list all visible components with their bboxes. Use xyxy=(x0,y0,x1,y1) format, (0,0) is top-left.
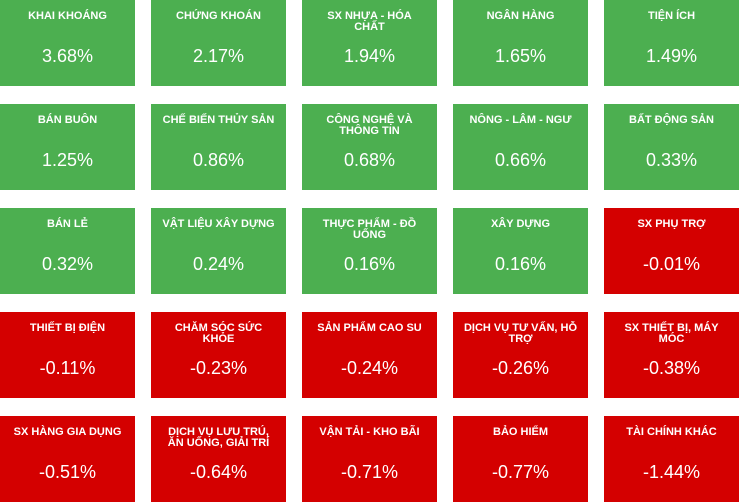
sector-tile: THIẾT BỊ ĐIỆN -0.11% xyxy=(0,312,135,398)
sector-name: BẢO HIỂM xyxy=(493,426,548,438)
sector-change: 0.66% xyxy=(494,150,547,170)
sector-tile: CHỨNG KHOÁN 2.17% xyxy=(151,0,286,86)
sector-change: 0.24% xyxy=(192,254,245,274)
sector-tile: TÀI CHÍNH KHÁC -1.44% xyxy=(604,416,739,502)
sector-name: KHAI KHOÁNG xyxy=(28,10,107,22)
sector-tile: SX THIẾT BỊ, MÁY MÓC -0.38% xyxy=(604,312,739,398)
sector-name: THỰC PHẨM - ĐỒ UỐNG xyxy=(322,218,417,241)
sector-tile: CHĂM SÓC SỨC KHỎE -0.23% xyxy=(151,312,286,398)
sector-tile: SX PHỤ TRỢ -0.01% xyxy=(604,208,739,294)
sector-change: -0.64% xyxy=(189,462,248,482)
sector-name: DỊCH VỤ LƯU TRÚ, ĂN UỐNG, GIẢI TRÍ xyxy=(167,426,270,449)
sector-change: 0.16% xyxy=(494,254,547,274)
sector-tile: VẬT LIỆU XÂY DỰNG 0.24% xyxy=(151,208,286,294)
sector-tile: VẬN TẢI - KHO BÃI -0.71% xyxy=(302,416,437,502)
sector-tile: BÁN BUÔN 1.25% xyxy=(0,104,135,190)
sector-name: TIỆN ÍCH xyxy=(647,10,696,22)
sector-tile: DỊCH VỤ TƯ VẤN, HỖ TRỢ -0.26% xyxy=(453,312,588,398)
sector-name: TÀI CHÍNH KHÁC xyxy=(626,426,717,438)
sector-tile: THỰC PHẨM - ĐỒ UỐNG 0.16% xyxy=(302,208,437,294)
sector-name: SX THIẾT BỊ, MÁY MÓC xyxy=(624,322,719,345)
sector-change: 0.32% xyxy=(41,254,94,274)
sector-name: SX NHỰA - HÓA CHẤT xyxy=(327,10,412,33)
sector-name: CHỨNG KHOÁN xyxy=(176,10,261,22)
sector-change: 1.25% xyxy=(41,150,94,170)
sector-tile: NÔNG - LÂM - NGƯ 0.66% xyxy=(453,104,588,190)
sector-tile: KHAI KHOÁNG 3.68% xyxy=(0,0,135,86)
sector-change: -0.11% xyxy=(39,358,96,378)
sector-change: -0.01% xyxy=(642,254,701,274)
sector-name: VẬN TẢI - KHO BÃI xyxy=(319,426,420,438)
sector-change: -0.71% xyxy=(340,462,399,482)
sector-change: 2.17% xyxy=(192,46,245,66)
sector-change: 0.16% xyxy=(343,254,396,274)
sector-name: BÁN BUÔN xyxy=(37,114,98,126)
sector-name: NGÂN HÀNG xyxy=(486,10,555,22)
sector-change: 3.68% xyxy=(41,46,94,66)
sector-change: -0.77% xyxy=(491,462,550,482)
sector-change: 1.49% xyxy=(645,46,698,66)
sector-tile: SX HÀNG GIA DỤNG -0.51% xyxy=(0,416,135,502)
sector-tile: DỊCH VỤ LƯU TRÚ, ĂN UỐNG, GIẢI TRÍ -0.64% xyxy=(151,416,286,502)
sector-tile: CÔNG NGHỆ VÀ THÔNG TIN 0.68% xyxy=(302,104,437,190)
sector-tile: BẤT ĐỘNG SẢN 0.33% xyxy=(604,104,739,190)
sector-name: SẢN PHẨM CAO SU xyxy=(317,322,422,334)
sector-tile: NGÂN HÀNG 1.65% xyxy=(453,0,588,86)
sector-tile: SẢN PHẨM CAO SU -0.24% xyxy=(302,312,437,398)
sector-name: CÔNG NGHỆ VÀ THÔNG TIN xyxy=(326,114,413,137)
sector-tile: BẢO HIỂM -0.77% xyxy=(453,416,588,502)
sector-change: -0.26% xyxy=(491,358,550,378)
sector-change: -0.51% xyxy=(38,462,97,482)
sector-tile: XÂY DỰNG 0.16% xyxy=(453,208,588,294)
sector-tile: SX NHỰA - HÓA CHẤT 1.94% xyxy=(302,0,437,86)
sector-name: XÂY DỰNG xyxy=(490,218,551,230)
sector-tile: TIỆN ÍCH 1.49% xyxy=(604,0,739,86)
sector-name: THIẾT BỊ ĐIỆN xyxy=(29,322,106,334)
sector-change: 1.65% xyxy=(494,46,547,66)
sector-name: SX HÀNG GIA DỤNG xyxy=(13,426,122,438)
sector-change: -0.38% xyxy=(642,358,701,378)
sector-change: 0.86% xyxy=(192,150,245,170)
sector-name: BÁN LẺ xyxy=(47,218,88,230)
sector-name: CHĂM SÓC SỨC KHỎE xyxy=(174,322,263,345)
sector-name: BẤT ĐỘNG SẢN xyxy=(629,114,714,126)
sector-change: 0.68% xyxy=(343,150,396,170)
sector-tile: CHẾ BIẾN THỦY SẢN 0.86% xyxy=(151,104,286,190)
sector-name: VẬT LIỆU XÂY DỰNG xyxy=(162,218,275,230)
sector-change: -0.23% xyxy=(189,358,248,378)
sector-name: CHẾ BIẾN THỦY SẢN xyxy=(162,114,275,126)
sector-change: -0.24% xyxy=(340,358,399,378)
sector-tile: BÁN LẺ 0.32% xyxy=(0,208,135,294)
sector-name: DỊCH VỤ TƯ VẤN, HỖ TRỢ xyxy=(463,322,578,345)
sector-change: 0.33% xyxy=(645,150,698,170)
sector-change: 1.94% xyxy=(343,46,396,66)
sector-change: -1.44% xyxy=(642,462,701,482)
sector-name: NÔNG - LÂM - NGƯ xyxy=(469,114,572,126)
sector-name: SX PHỤ TRỢ xyxy=(637,218,706,230)
